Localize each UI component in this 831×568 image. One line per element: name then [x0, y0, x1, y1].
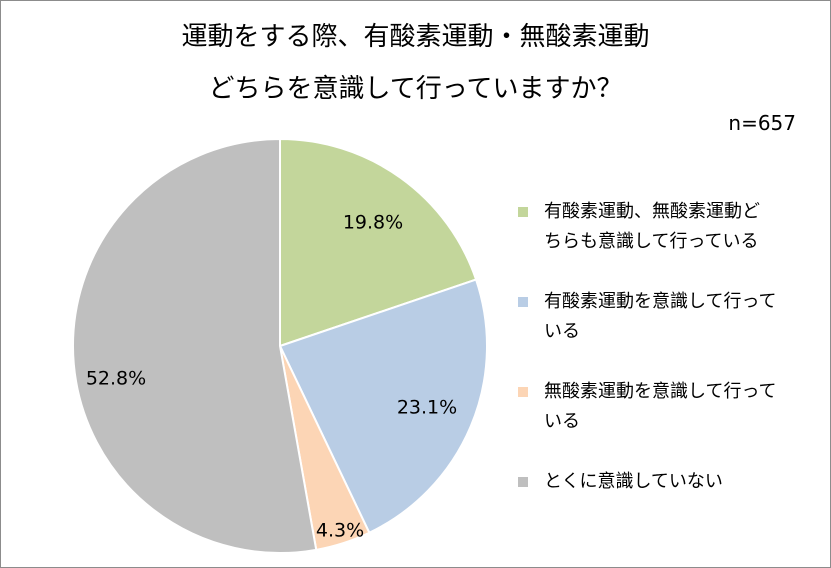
legend-label-both-line2: ちらも意識して行っている: [544, 231, 759, 252]
legend-label-both-line1: 有酸素運動、無酸素運動ど: [544, 201, 760, 222]
legend-label-anaerobic-line2: いる: [544, 411, 580, 432]
chart-title-line2: どちらを意識して行っていますか？: [208, 74, 623, 104]
legend-item-both: 有酸素運動、無酸素運動ど ちらも意識して行っている: [518, 197, 818, 257]
data-label-anaerobic: 4.3%: [316, 520, 364, 542]
legend-label-aerobic-line2: いる: [544, 321, 580, 342]
data-label-aerobic: 23.1%: [397, 397, 457, 419]
pie-slice-none: [72, 137, 318, 554]
legend-item-none: とくに意識していない: [518, 467, 818, 497]
data-label-both: 19.8%: [343, 212, 403, 234]
pie-slice-aerobic: [278, 278, 488, 535]
sample-size-label: n=657: [728, 111, 796, 135]
legend-swatch-both: [518, 207, 528, 217]
legend-swatch-anaerobic: [518, 387, 528, 397]
legend-label-aerobic-line1: 有酸素運動を意識して行って: [544, 291, 777, 312]
legend-swatch-none: [518, 477, 528, 487]
legend-item-aerobic: 有酸素運動を意識して行って いる: [518, 287, 818, 347]
legend: 有酸素運動、無酸素運動ど ちらも意識して行っている 有酸素運動を意識して行って …: [518, 197, 818, 497]
legend-label-none-line1: とくに意識していない: [544, 471, 723, 492]
data-label-none: 52.8%: [86, 368, 146, 390]
pie-slice-both: [279, 137, 478, 348]
legend-swatch-aerobic: [518, 297, 528, 307]
chart-title-line1: 運動をする際、有酸素運動・無酸素運動: [181, 22, 650, 52]
legend-item-anaerobic: 無酸素運動を意識して行って いる: [518, 377, 818, 437]
legend-label-anaerobic-line1: 無酸素運動を意識して行って: [544, 381, 777, 402]
